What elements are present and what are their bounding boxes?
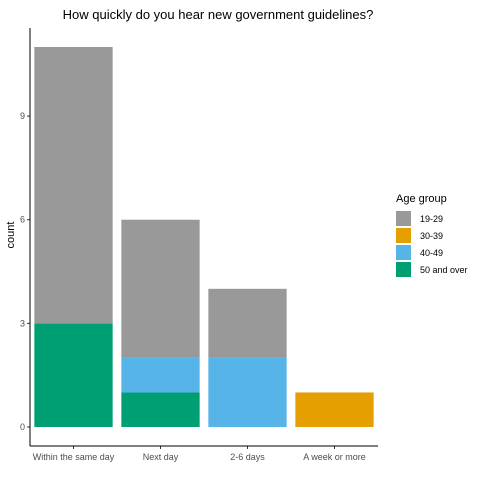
y-tick-label: 9 xyxy=(20,111,25,121)
legend-swatch xyxy=(396,245,411,260)
y-axis-label: count xyxy=(5,222,17,249)
axes-group: Within the same day Next day 2-6 days A wee… xyxy=(20,28,378,462)
legend-item: 40-49 xyxy=(396,244,468,261)
legend-item: 50 and over xyxy=(396,261,468,278)
x-tick-label: Within the same day xyxy=(33,452,115,462)
legend-item: 19-29 xyxy=(396,210,468,227)
chart-title: How quickly do you hear new government g… xyxy=(63,7,374,22)
legend-item: 30-39 xyxy=(396,227,468,244)
bar-19-29-1 xyxy=(121,219,200,358)
legend-items: 19-29 30-39 40-49 50 and over xyxy=(396,210,468,278)
legend-swatch xyxy=(396,228,411,243)
legend-swatch xyxy=(396,262,411,277)
bar-19-29-2 xyxy=(208,288,287,358)
x-tick-label: 2-6 days xyxy=(230,452,265,462)
legend-label: 50 and over xyxy=(420,264,468,275)
bar-40-49-2 xyxy=(208,357,287,427)
x-tick-label: A week or more xyxy=(303,452,366,462)
legend-label: 19-29 xyxy=(420,213,444,224)
legend-title: Age group xyxy=(396,193,447,205)
legend-swatch xyxy=(396,211,411,226)
y-tick-label: 3 xyxy=(20,318,25,328)
bar-40-49-1 xyxy=(121,357,200,393)
legend-label: 40-49 xyxy=(420,247,444,258)
y-tick-label: 6 xyxy=(20,215,25,225)
bar-30-39-3 xyxy=(295,392,374,427)
bar-19-29-0 xyxy=(34,47,113,324)
y-tick-label: 0 xyxy=(20,422,25,432)
legend-label: 30-39 xyxy=(420,230,444,241)
bar-50-and-over-0 xyxy=(34,323,113,427)
bars-group xyxy=(34,47,374,427)
legend: Age group 19-29 30-39 40-49 50 and over xyxy=(396,193,468,278)
x-tick-label: Next day xyxy=(143,452,179,462)
bar-50-and-over-1 xyxy=(121,392,200,427)
